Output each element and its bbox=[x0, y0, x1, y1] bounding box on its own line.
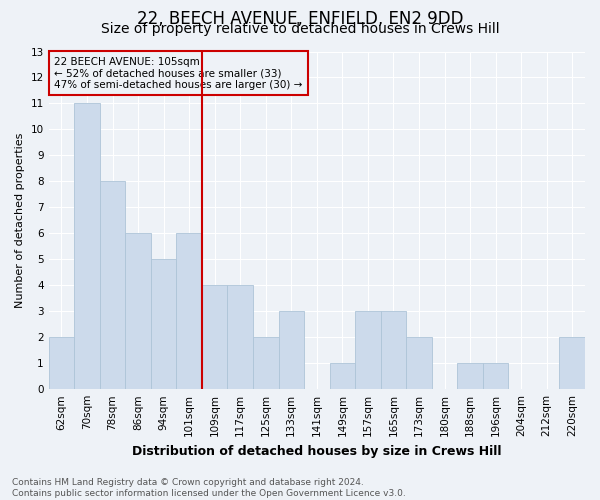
Bar bbox=[176, 234, 202, 389]
Text: Contains HM Land Registry data © Crown copyright and database right 2024.
Contai: Contains HM Land Registry data © Crown c… bbox=[12, 478, 406, 498]
Bar bbox=[74, 104, 100, 389]
Bar bbox=[483, 363, 508, 389]
X-axis label: Distribution of detached houses by size in Crews Hill: Distribution of detached houses by size … bbox=[132, 444, 502, 458]
Bar bbox=[202, 286, 227, 389]
Bar bbox=[406, 337, 432, 389]
Bar bbox=[253, 337, 278, 389]
Bar bbox=[355, 312, 380, 389]
Bar bbox=[227, 286, 253, 389]
Bar bbox=[125, 234, 151, 389]
Bar bbox=[457, 363, 483, 389]
Bar bbox=[278, 312, 304, 389]
Bar bbox=[380, 312, 406, 389]
Bar bbox=[329, 363, 355, 389]
Bar bbox=[100, 182, 125, 389]
Bar bbox=[559, 337, 585, 389]
Text: Size of property relative to detached houses in Crews Hill: Size of property relative to detached ho… bbox=[101, 22, 499, 36]
Y-axis label: Number of detached properties: Number of detached properties bbox=[15, 132, 25, 308]
Bar bbox=[49, 337, 74, 389]
Text: 22 BEECH AVENUE: 105sqm
← 52% of detached houses are smaller (33)
47% of semi-de: 22 BEECH AVENUE: 105sqm ← 52% of detache… bbox=[54, 56, 302, 90]
Text: 22, BEECH AVENUE, ENFIELD, EN2 9DD: 22, BEECH AVENUE, ENFIELD, EN2 9DD bbox=[137, 10, 463, 28]
Bar bbox=[151, 260, 176, 389]
